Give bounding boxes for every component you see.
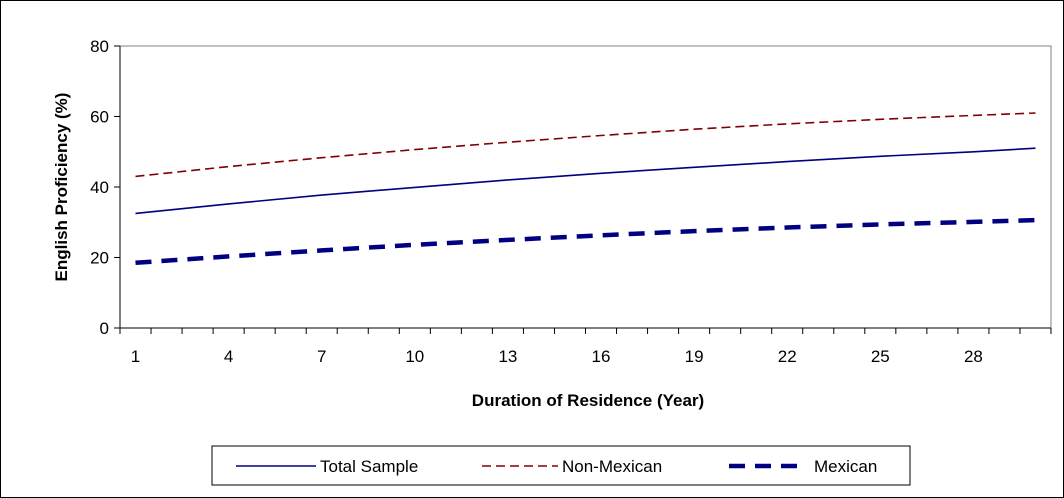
legend-label-non-mexican: Non-Mexican (562, 457, 662, 476)
plot-border (119, 45, 1052, 329)
legend-label-total-sample: Total Sample (320, 457, 418, 476)
x-tick-label: 25 (871, 347, 890, 366)
y-tick-label: 20 (90, 249, 109, 268)
x-axis-title: Duration of Residence (Year) (472, 391, 704, 410)
x-tick-label: 16 (592, 347, 611, 366)
y-tick-label: 60 (90, 108, 109, 127)
plot-area (119, 45, 1052, 329)
x-tick-label: 22 (778, 347, 797, 366)
x-tick-label: 10 (405, 347, 424, 366)
series-line-total-sample (135, 147, 1036, 215)
legend-label-mexican: Mexican (814, 457, 877, 476)
legend: Total Sample Non-Mexican Mexican (211, 445, 911, 486)
x-tick-label: 4 (224, 347, 233, 366)
y-tick-label: 40 (90, 178, 109, 197)
x-tick-label: 1 (131, 347, 140, 366)
y-axis: 0 20 40 60 80 (90, 37, 121, 338)
x-tick-label: 13 (498, 347, 517, 366)
x-tick-label: 7 (317, 347, 326, 366)
y-tick-label: 80 (90, 37, 109, 56)
legend-box (211, 445, 911, 486)
x-tick-label: 28 (964, 347, 983, 366)
y-axis-title: English Proficiency (%) (52, 93, 71, 282)
x-axis: 1 4 7 10 13 16 19 22 25 28 (119, 327, 1052, 366)
y-tick-label: 0 (100, 319, 109, 338)
x-tick-label: 19 (685, 347, 704, 366)
series-layer (135, 112, 1036, 266)
series-line-non-mexican (135, 112, 1036, 178)
